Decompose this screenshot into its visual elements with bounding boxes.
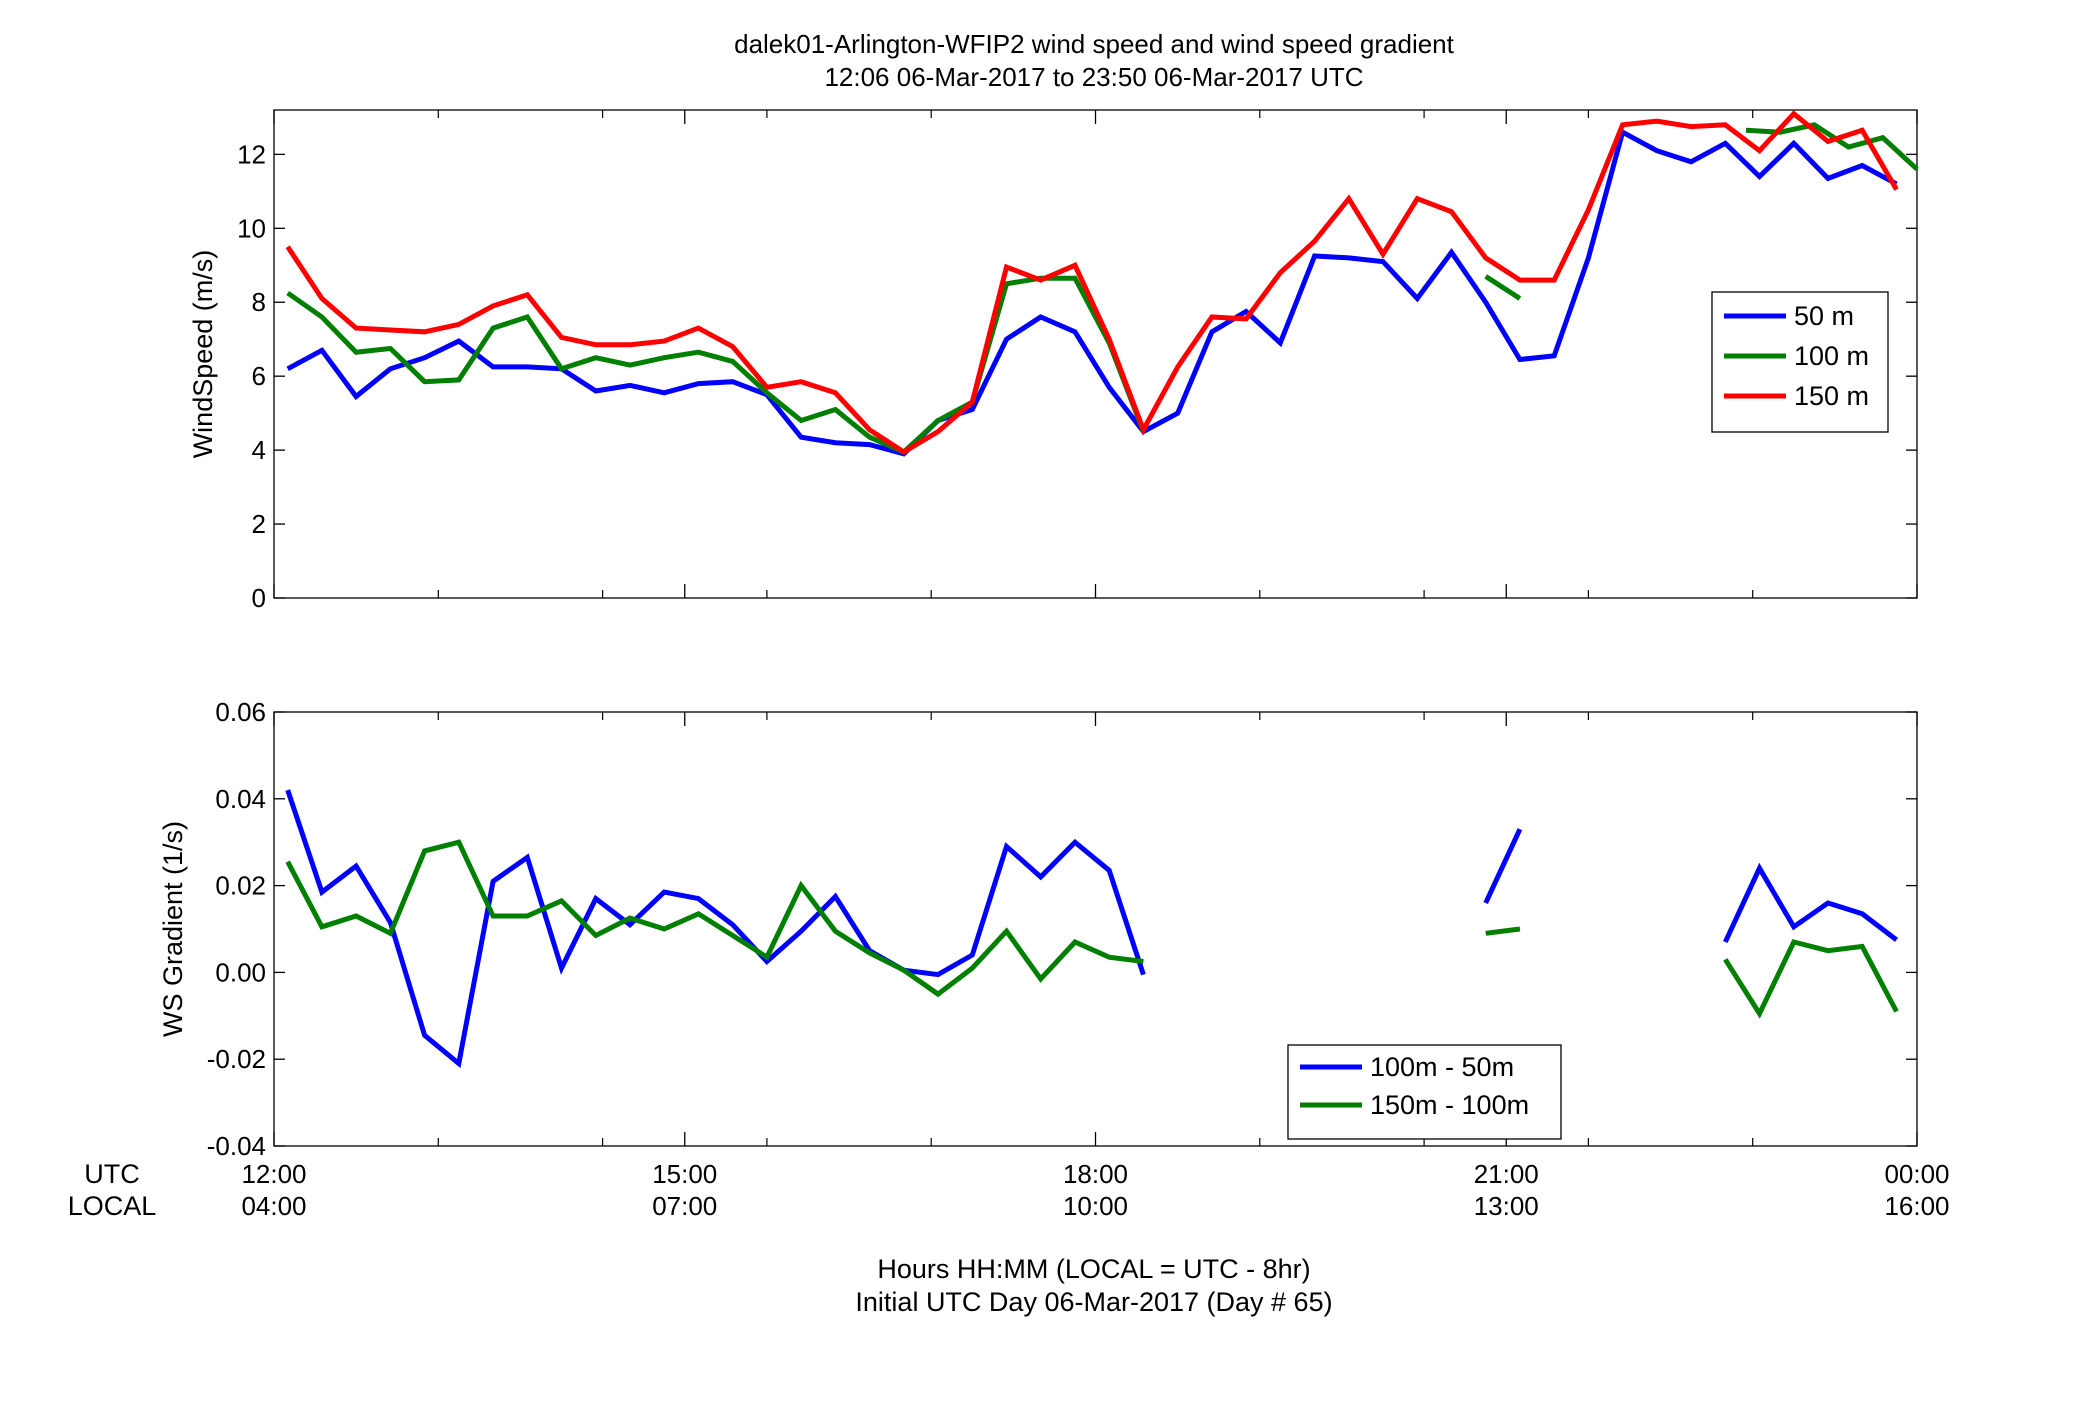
- legend-label: 150 m: [1794, 381, 1869, 411]
- y-tick-label: 0.06: [215, 697, 266, 727]
- y-axis-label: WS Gradient (1/s): [158, 821, 188, 1037]
- y-axis-label: WindSpeed (m/s): [188, 250, 218, 459]
- x-tick-label-local: 04:00: [241, 1191, 306, 1221]
- legend-label: 100m - 50m: [1370, 1052, 1514, 1082]
- x-tick-label-local: 07:00: [652, 1191, 717, 1221]
- y-tick-label: -0.02: [207, 1044, 266, 1074]
- footer-line1: Hours HH:MM (LOCAL = UTC - 8hr): [877, 1254, 1310, 1284]
- legend: 50 m 100 m 150 m: [1711, 291, 1889, 433]
- y-tick-label: 10: [237, 213, 266, 243]
- chart-title-line2: 12:06 06-Mar-2017 to 23:50 06-Mar-2017 U…: [824, 62, 1363, 92]
- x-tick-label-local: 10:00: [1063, 1191, 1128, 1221]
- y-tick-label: 0.00: [215, 957, 266, 987]
- series-line-150-m: [285, 110, 1899, 455]
- x-tick-label-local: 16:00: [1884, 1191, 1949, 1221]
- series-line-50-m: [286, 128, 1898, 457]
- series-line-100m-50m: [285, 789, 1899, 1069]
- y-tick-label: 4: [252, 435, 266, 465]
- legend-box: [1287, 1044, 1562, 1140]
- x-tick-label-utc: 21:00: [1474, 1159, 1539, 1189]
- x-tick-label-utc: 15:00: [652, 1159, 717, 1189]
- axes-box: [273, 711, 1918, 1147]
- local-row-label: LOCAL: [68, 1191, 157, 1221]
- y-tick-label: 0: [252, 583, 266, 613]
- windspeed-panel: 0 2 4 6 8 10 12 WindSpeed (m/s) 50 m 100 m 150 m: [188, 109, 1919, 613]
- y-tick-label: 6: [252, 361, 266, 391]
- y-tick-label: 0.02: [215, 871, 266, 901]
- y-tick-label: 2: [252, 509, 266, 539]
- utc-row-label: UTC: [84, 1159, 140, 1189]
- series-line-100-m: [286, 122, 1919, 455]
- axes-box: [273, 109, 1918, 599]
- x-tick-label-utc: 12:00: [241, 1159, 306, 1189]
- y-tick-label: 12: [237, 139, 266, 169]
- x-tick-label-local: 13:00: [1474, 1191, 1539, 1221]
- legend-label: 150m - 100m: [1370, 1090, 1529, 1120]
- legend-label: 50 m: [1794, 301, 1854, 331]
- legend-label: 100 m: [1794, 341, 1869, 371]
- x-tick-label-utc: 00:00: [1884, 1159, 1949, 1189]
- chart-title-line1: dalek01-Arlington-WFIP2 wind speed and w…: [734, 29, 1455, 59]
- y-tick-label: -0.04: [207, 1131, 266, 1161]
- series-line-150m-100m: [285, 839, 1899, 1019]
- legend: 100m - 50m 150m - 100m: [1287, 1044, 1562, 1140]
- y-tick-label: 0.04: [215, 784, 266, 814]
- footer-line2: Initial UTC Day 06-Mar-2017 (Day # 65): [855, 1287, 1332, 1317]
- x-tick-label-utc: 18:00: [1063, 1159, 1128, 1189]
- y-tick-label: 8: [252, 287, 266, 317]
